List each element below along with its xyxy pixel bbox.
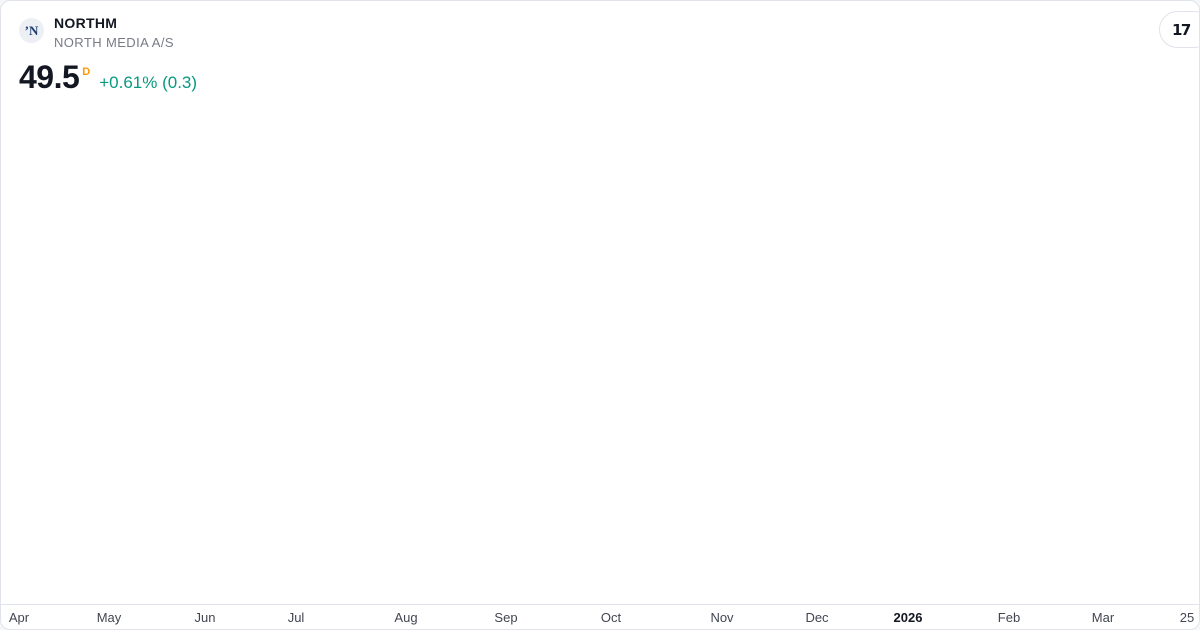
axis-label-25: 25 — [1179, 610, 1195, 625]
axis-divider — [1, 604, 1199, 605]
tradingview-icon: 17 — [1172, 20, 1191, 39]
axis-label-aug: Aug — [394, 610, 418, 625]
axis-label-nov: Nov — [710, 610, 734, 625]
axis-label-oct: Oct — [600, 610, 622, 625]
axis-label-mar: Mar — [1091, 610, 1115, 625]
company-logo: ’N — [19, 18, 44, 43]
interval-badge: D — [82, 65, 91, 78]
time-axis[interactable]: Apr May Jun Jul Aug Sep Oct Nov Dec 2026 Feb Mar 25 — [1, 610, 1199, 629]
company-logo-letter: ’N — [24, 22, 39, 38]
axis-label-may: May — [96, 610, 122, 625]
tradingview-logo-button[interactable]: 17 — [1159, 11, 1199, 48]
axis-label-jul: Jul — [287, 610, 305, 625]
company-name: NORTH MEDIA A/S — [54, 34, 174, 50]
widget-header: ’N NORTHM NORTH MEDIA A/S 49.5 D +0.61% … — [19, 15, 197, 96]
axis-label-jun: Jun — [194, 610, 216, 625]
axis-label-2026: 2026 — [893, 610, 923, 625]
symbol-title[interactable]: NORTHM — [54, 15, 118, 31]
axis-label-sep: Sep — [494, 610, 518, 625]
price-value: 49.5 — [19, 58, 80, 95]
axis-label-apr: Apr — [8, 610, 30, 625]
price-change: +0.61% (0.3) — [99, 72, 198, 92]
axis-label-dec: Dec — [805, 610, 829, 625]
axis-label-feb: Feb — [997, 610, 1021, 625]
